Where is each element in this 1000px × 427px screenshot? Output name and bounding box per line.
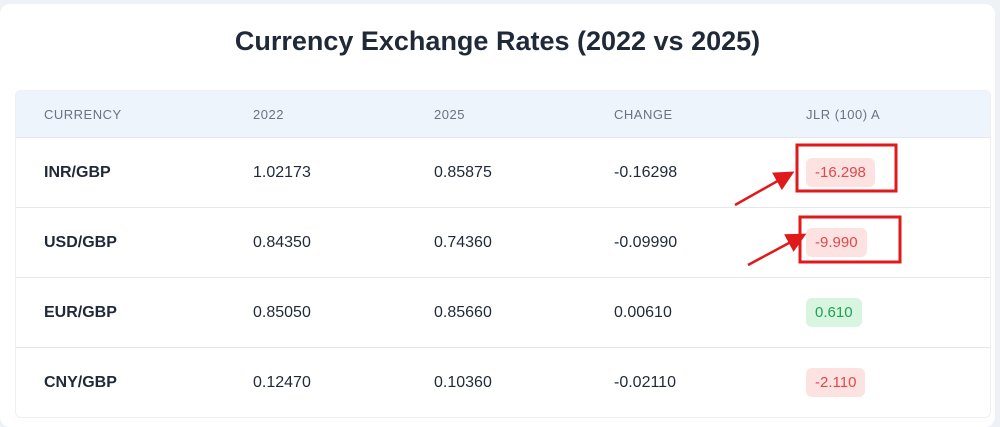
page-title: Currency Exchange Rates (2022 vs 2025): [234, 26, 761, 56]
rate-2025: 0.85875: [434, 163, 492, 181]
rate-2022: 0.12470: [253, 373, 311, 391]
rate-change: -0.16298: [614, 163, 678, 181]
rate-2025: 0.10360: [434, 373, 492, 391]
jlr-cell: 0.610: [806, 278, 862, 347]
currency-pair: EUR/GBP: [44, 303, 117, 321]
column-header-currency: CURRENCY: [44, 106, 122, 122]
column-header-jlr: JLR (100) A: [806, 106, 881, 122]
currency-pair: INR/GBP: [44, 163, 111, 181]
jlr-cell: -16.298: [806, 138, 875, 207]
jlr-badge-negative: -9.990: [806, 228, 867, 257]
currency-pair: CNY/GBP: [44, 373, 117, 391]
rate-2022: 1.02173: [253, 163, 311, 181]
column-header-2022: 2022: [253, 106, 284, 122]
jlr-badge-negative: -2.110: [806, 368, 866, 397]
table-row: USD/GBP 0.84350 0.74360 -0.09990 -9.990: [16, 207, 990, 277]
table-row: EUR/GBP 0.85050 0.85660 0.00610 0.610: [16, 277, 990, 347]
table-row: CNY/GBP 0.12470 0.10360 -0.02110 -2.110: [16, 347, 990, 417]
jlr-cell: -9.990: [806, 208, 867, 277]
jlr-badge-positive: 0.610: [806, 298, 862, 327]
jlr-badge-negative: -16.298: [806, 158, 875, 187]
table-row: INR/GBP 1.02173 0.85875 -0.16298 -16.298: [16, 137, 990, 207]
rate-2022: 0.85050: [253, 303, 311, 321]
column-header-change: CHANGE: [614, 106, 673, 122]
rate-change: 0.00610: [614, 303, 672, 321]
rate-change: -0.09990: [614, 233, 678, 251]
currency-pair: USD/GBP: [44, 233, 117, 251]
table-header: CURRENCY 2022 2025 CHANGE JLR (100) A: [16, 91, 990, 137]
rates-table: CURRENCY 2022 2025 CHANGE JLR (100) A IN…: [15, 90, 991, 418]
column-header-2025: 2025: [434, 106, 465, 122]
rate-2022: 0.84350: [253, 233, 311, 251]
rate-change: -0.02110: [614, 373, 676, 391]
rate-2025: 0.85660: [434, 303, 492, 321]
jlr-cell: -2.110: [806, 348, 866, 417]
rates-card: Currency Exchange Rates (2022 vs 2025) C…: [0, 4, 995, 427]
rate-2025: 0.74360: [434, 233, 492, 251]
